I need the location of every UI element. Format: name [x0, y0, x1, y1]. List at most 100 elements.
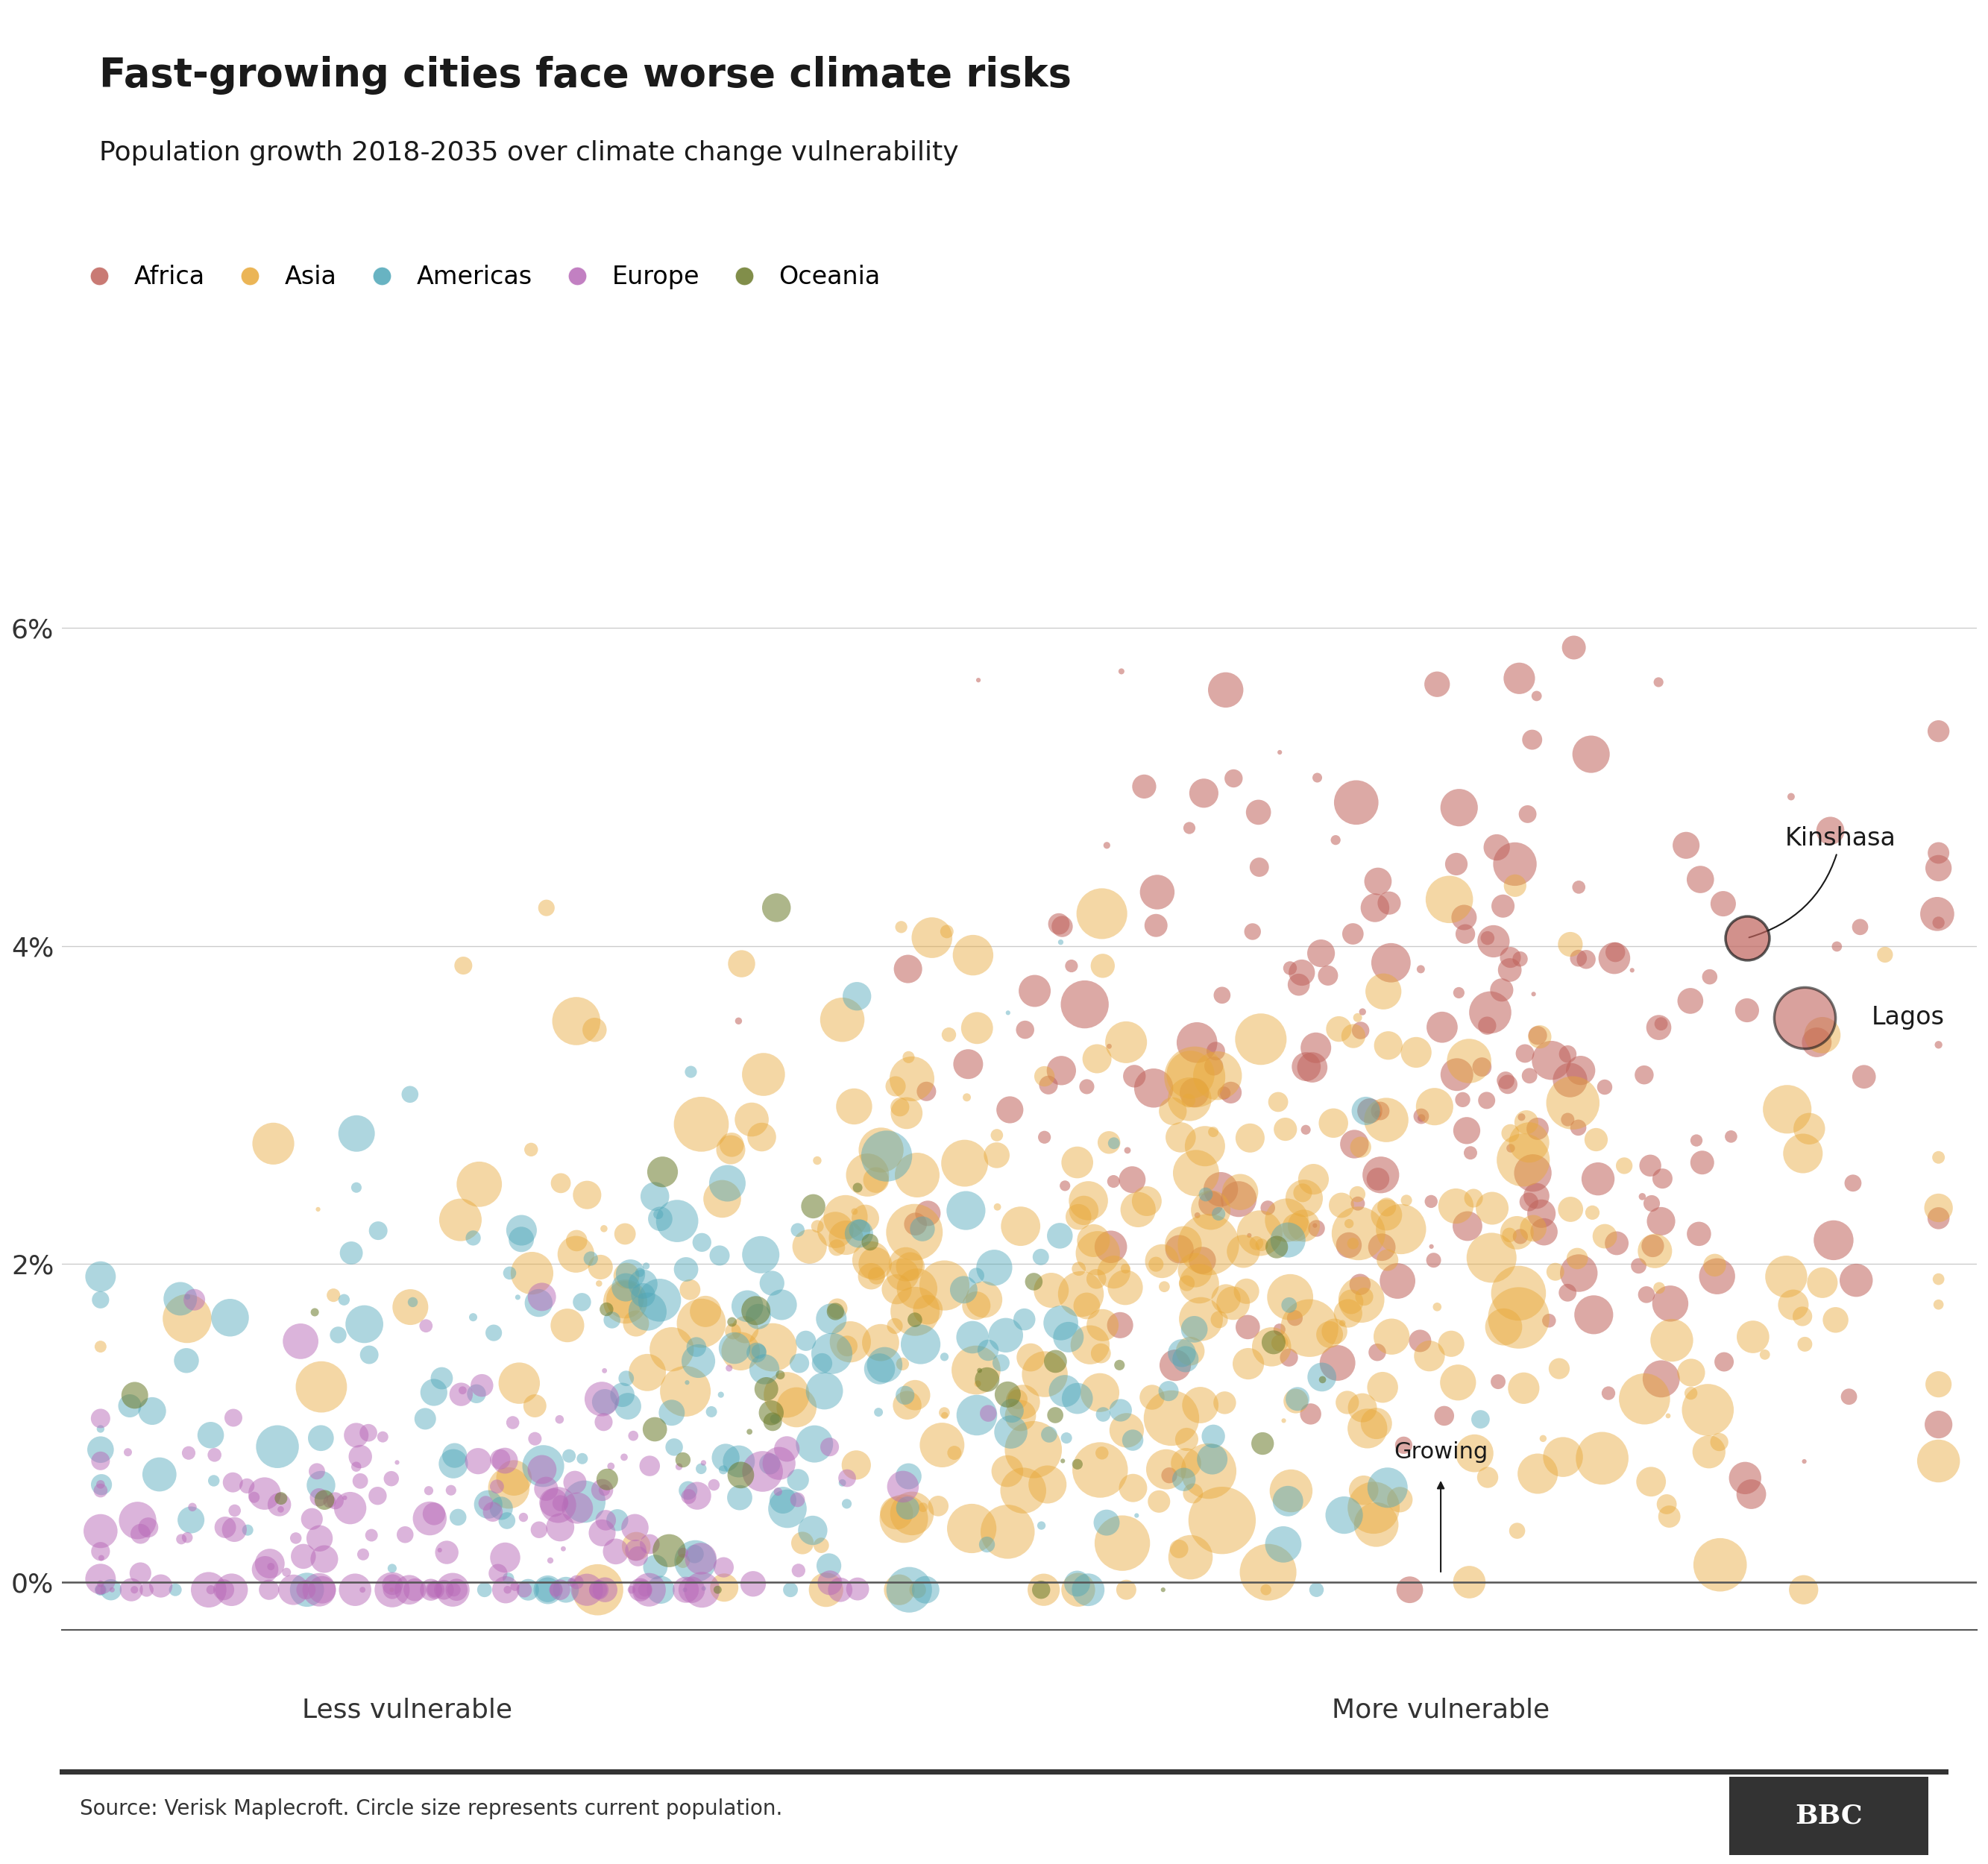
Point [757, 1333, 789, 1363]
Point [1527, 1424, 1559, 1454]
Point [771, 1379, 803, 1409]
Point [1036, 1275, 1068, 1305]
Point [1074, 1329, 1105, 1359]
Point [829, 1202, 861, 1232]
Point [1211, 675, 1242, 705]
Point [638, 1182, 670, 1212]
Point [1046, 911, 1077, 941]
Point [656, 1398, 688, 1428]
Point [115, 1575, 147, 1605]
Point [1318, 1316, 1350, 1346]
Point [535, 1545, 567, 1575]
Point [891, 1391, 922, 1420]
Point [217, 1575, 248, 1605]
Point [1694, 1437, 1726, 1467]
Point [1513, 1061, 1545, 1090]
Point [143, 1460, 175, 1489]
Point [916, 923, 948, 953]
Point [561, 1240, 592, 1269]
Point [1046, 1055, 1077, 1085]
Point [1008, 1387, 1040, 1417]
Text: Fast-growing cities face worse climate risks: Fast-growing cities face worse climate r… [99, 56, 1072, 95]
Point [1165, 1122, 1197, 1152]
Point [523, 1515, 555, 1545]
Point [1676, 1357, 1708, 1387]
Point [901, 1273, 932, 1303]
Point [415, 1575, 447, 1605]
Point [346, 1575, 378, 1605]
Point [855, 1227, 887, 1256]
Text: Growing: Growing [1394, 1441, 1487, 1463]
Point [781, 1486, 813, 1515]
Point [620, 1536, 652, 1566]
Point [531, 893, 563, 923]
Point [686, 1575, 718, 1605]
Point [485, 1445, 517, 1474]
Point [1149, 1271, 1181, 1301]
Point [594, 1452, 626, 1482]
Point [1457, 1184, 1489, 1213]
Point [348, 1309, 380, 1338]
Point [300, 1456, 332, 1486]
Point [85, 1284, 117, 1314]
Point [674, 1275, 706, 1305]
Point [219, 1515, 250, 1545]
Point [1352, 1413, 1384, 1443]
Point [1068, 1195, 1099, 1225]
Point [1087, 951, 1119, 980]
Point [992, 997, 1024, 1027]
Point [1642, 1012, 1674, 1042]
Point [1539, 1256, 1571, 1286]
Point [928, 1342, 960, 1372]
Point [531, 1575, 563, 1605]
Point [1203, 1199, 1235, 1228]
Point [1489, 1066, 1521, 1096]
Point [1499, 870, 1531, 900]
Point [630, 1251, 662, 1281]
Point [686, 1454, 718, 1484]
Point [209, 1575, 241, 1605]
Point [960, 1260, 992, 1290]
Point [1093, 1128, 1125, 1158]
Point [871, 1141, 903, 1171]
Point [938, 1437, 970, 1467]
Point [608, 1219, 640, 1249]
Point [239, 1482, 270, 1512]
Point [290, 1575, 322, 1605]
Point [1268, 1530, 1300, 1560]
Point [1922, 1193, 1954, 1223]
Point [960, 1290, 992, 1320]
Point [1026, 1241, 1058, 1271]
Point [431, 1538, 463, 1568]
Point [1749, 1340, 1781, 1370]
Point [757, 1407, 789, 1437]
Point [1117, 1473, 1149, 1502]
Point [1509, 1038, 1541, 1068]
Point [620, 1309, 652, 1338]
Point [891, 1098, 922, 1128]
Point [1288, 1184, 1320, 1213]
Point [1258, 1327, 1290, 1357]
Point [1415, 1232, 1447, 1262]
Point [738, 1569, 769, 1599]
Point [899, 1210, 930, 1240]
Point [414, 1476, 445, 1506]
Point [1372, 1193, 1404, 1223]
Point [1062, 1450, 1093, 1480]
Point [1338, 919, 1370, 949]
Point [1441, 1368, 1473, 1398]
Point [1644, 1273, 1676, 1303]
Point [217, 1404, 248, 1433]
Point [612, 1391, 644, 1420]
Point [1034, 1420, 1066, 1450]
Point [344, 1441, 376, 1471]
Point [121, 1506, 153, 1536]
Point [1010, 1014, 1042, 1044]
Point [1081, 1238, 1113, 1268]
Point [626, 1575, 658, 1605]
Point [855, 1245, 887, 1275]
Point [841, 1172, 873, 1202]
Point [608, 1443, 640, 1473]
Point [1280, 1387, 1312, 1417]
Point [930, 917, 962, 947]
